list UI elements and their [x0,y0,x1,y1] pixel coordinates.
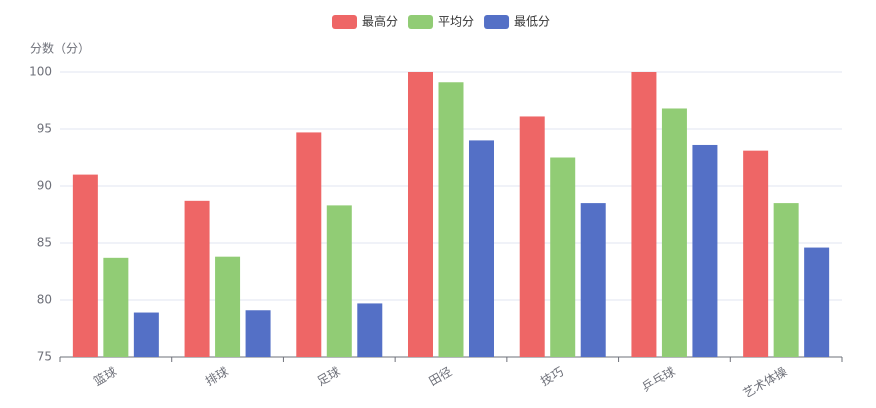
bar [326,205,352,357]
y-tick-label: 100 [29,65,52,79]
legend-swatch [484,15,510,29]
bar [296,132,322,357]
bar [215,256,241,357]
y-tick-label: 85 [37,236,52,250]
legend-label: 最高分 [362,14,398,29]
bar [245,310,271,357]
x-tick-label: 乒乓球 [639,365,677,395]
bar [519,116,545,358]
bar [804,247,830,357]
bar [631,72,657,357]
bar [773,203,799,357]
legend-swatch [332,15,357,29]
y-tick-label: 95 [37,122,52,136]
bar [438,82,464,357]
bar [184,200,210,357]
bar [743,150,769,357]
bar [133,312,159,357]
legend-label: 平均分 [438,15,474,29]
x-tick-label: 足球 [315,365,343,389]
y-tick-label: 75 [37,350,52,364]
y-tick-label: 90 [37,179,52,193]
y-tick-label: 80 [37,293,52,307]
bar [72,174,98,357]
bar [103,257,129,357]
x-tick-label: 田径 [426,365,454,389]
bar [661,108,687,357]
bar [469,140,494,357]
x-tick-label: 排球 [203,365,231,389]
bar [550,157,576,357]
x-tick-label: 艺术体操 [740,364,789,401]
y-axis-label: 分数（分） [30,41,90,56]
legend-swatch [408,15,434,29]
bar [357,303,383,357]
x-tick-label: 技巧 [538,365,566,389]
x-tick-label: 篮球 [91,364,119,389]
bar [692,144,718,357]
legend-label: 最低分 [514,15,550,29]
bar [580,203,606,357]
bar [408,72,433,357]
